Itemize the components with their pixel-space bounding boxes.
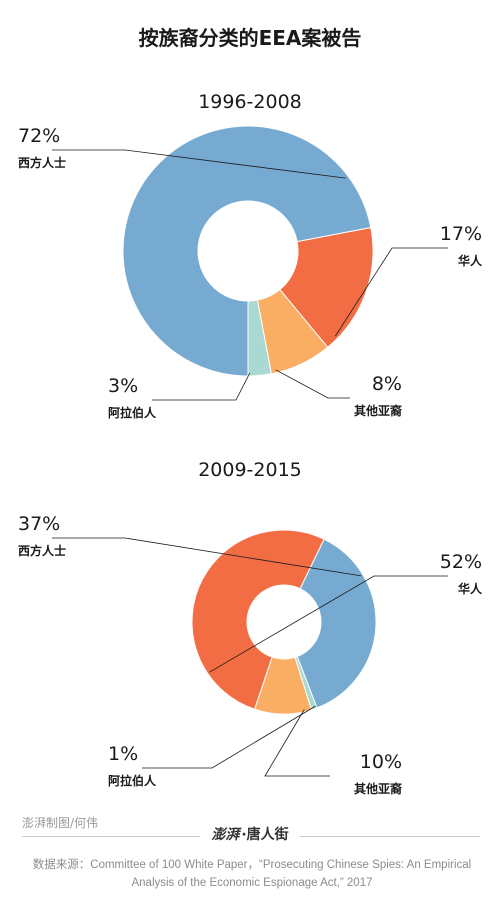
donut-chart-2009-2015: 2009-2015 37% 西方人士 52% 华人 10% 其他亚裔 1% 阿拉伯人 xyxy=(18,459,483,796)
slice-western xyxy=(122,125,372,377)
leader-line-western xyxy=(52,537,362,577)
donut-slices xyxy=(122,125,374,377)
percent-label-arab: 1% xyxy=(108,743,138,765)
logo-seal: 澎湃 xyxy=(211,827,240,843)
chart-subtitle: 1996-2008 xyxy=(198,91,302,113)
data-source: 数据来源：Committee of 100 White Paper，“Prose… xyxy=(32,859,472,889)
percent-label-chinese: 17% xyxy=(440,223,482,245)
leader-line-chinese xyxy=(334,247,448,337)
percent-label-western: 37% xyxy=(18,513,60,535)
slice-chinese xyxy=(191,529,325,710)
logo-text: 唐人街 xyxy=(246,827,289,843)
category-label-western: 西方人士 xyxy=(18,543,66,558)
publisher-logo: 澎湃 ·唐人街 xyxy=(200,822,300,848)
slice-arab xyxy=(294,655,318,711)
donut-slices xyxy=(191,529,377,715)
category-label-western: 西方人士 xyxy=(18,155,66,170)
slice-arab xyxy=(247,299,273,377)
percent-label-chinese: 52% xyxy=(440,551,482,573)
percent-label-arab: 3% xyxy=(108,375,138,397)
logo-dot: · xyxy=(241,827,247,843)
chart-title: 按族裔分类的EEA案被告 xyxy=(138,26,362,50)
percent-label-other-asian: 10% xyxy=(360,751,402,773)
leader-line-other-asian xyxy=(275,369,350,399)
leader-line-arab xyxy=(152,372,251,401)
category-label-arab: 阿拉伯人 xyxy=(108,773,157,788)
donut-annotations: 72% 西方人士 17% 华人 8% 其他亚裔 3% 阿拉伯人 xyxy=(18,125,483,420)
slice-western xyxy=(296,538,377,709)
leader-line-arab xyxy=(142,705,316,769)
category-label-other-asian: 其他亚裔 xyxy=(354,403,402,418)
category-label-other-asian: 其他亚裔 xyxy=(354,781,402,796)
percent-label-other-asian: 8% xyxy=(372,373,402,395)
chart-subtitle: 2009-2015 xyxy=(198,459,302,481)
leader-line-chinese xyxy=(209,575,448,673)
donut-chart-1996-2008: 1996-2008 72% 西方人士 17% 华人 8% 其他亚裔 3% 阿拉伯人 xyxy=(18,91,483,420)
category-label-arab: 阿拉伯人 xyxy=(108,405,157,420)
category-label-chinese: 华人 xyxy=(458,253,483,268)
footer-credit: 澎湃制图/何伟 xyxy=(22,816,99,830)
percent-label-western: 72% xyxy=(18,125,60,147)
category-label-chinese: 华人 xyxy=(458,581,483,596)
leader-line-western xyxy=(52,149,346,179)
donut-annotations: 37% 西方人士 52% 华人 10% 其他亚裔 1% 阿拉伯人 xyxy=(18,513,483,796)
leader-line-other-asian xyxy=(264,709,330,777)
